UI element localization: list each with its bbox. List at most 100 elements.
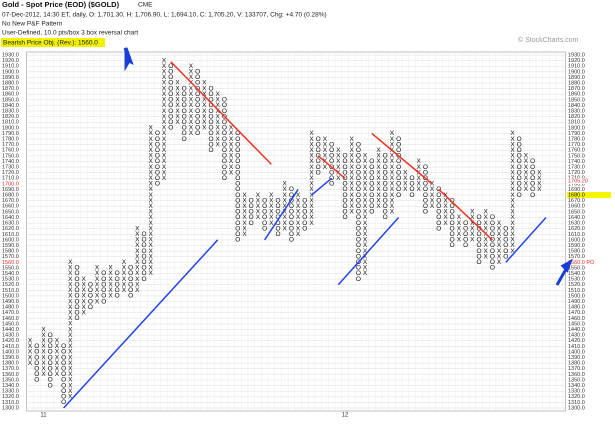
y-tick-label: 1660.0 (568, 204, 585, 210)
y-tick-label: 1760.0 (568, 148, 585, 154)
quote: 07-Dec-2012, 14:30 ET, daily, O: 1,701.3… (2, 12, 327, 19)
box-x: X (363, 197, 368, 204)
y-tick-label: 1490.0 (568, 299, 585, 305)
box-x: X (510, 186, 515, 193)
box-x: X (470, 214, 475, 221)
box-o: O (61, 371, 66, 378)
box-o: O (168, 74, 173, 81)
y-tick-label: 1530.0 (568, 277, 585, 283)
box-o: O (369, 181, 374, 188)
box-x: X (484, 225, 489, 232)
box-x: X (309, 186, 314, 193)
box-o: O (182, 97, 187, 104)
y-tick-label: 1450.0 (2, 321, 19, 327)
box-o: O (369, 164, 374, 171)
box-o: O (476, 225, 481, 232)
box-x: X (309, 175, 314, 182)
box-x: X (283, 225, 288, 232)
box-x: X (162, 147, 167, 154)
box-x: X (363, 237, 368, 244)
box-x: X (350, 192, 355, 199)
box-x: X (162, 80, 167, 87)
box-o: O (34, 365, 39, 372)
box-x: X (443, 197, 448, 204)
box-x: X (309, 158, 314, 165)
box-x: X (363, 220, 368, 227)
y-tick-label: 1880.0 (568, 80, 585, 86)
box-x: X (68, 360, 73, 367)
box-o: O (155, 164, 160, 171)
box-x: X (363, 214, 368, 221)
box-o: O (34, 371, 39, 378)
box-x: X (350, 164, 355, 171)
box-o: O (61, 394, 66, 401)
box-o: O (356, 197, 361, 204)
box-o: O (369, 175, 374, 182)
box-o: O (342, 175, 347, 182)
box-o: O (490, 225, 495, 232)
box-o: O (342, 214, 347, 221)
box-x: X (283, 192, 288, 199)
y-tick-label: 1400.0 (568, 349, 585, 355)
box-x: X (497, 225, 502, 232)
box-o: O (61, 382, 66, 389)
box-o: O (423, 192, 428, 199)
box-o: O (342, 197, 347, 204)
box-x: X (524, 158, 529, 165)
box-o: O (155, 181, 160, 188)
y-tick-label: 1790.0 (2, 131, 19, 137)
box-o: O (74, 287, 79, 294)
box-o: O (115, 281, 120, 288)
box-o: O (356, 214, 361, 221)
box-x: X (390, 181, 395, 188)
box-x: X (350, 209, 355, 216)
box-o: O (530, 175, 535, 182)
box-o: O (88, 293, 93, 300)
box-x: X (162, 91, 167, 98)
box-x: X (283, 181, 288, 188)
box-o: O (530, 158, 535, 165)
box-x: X (497, 259, 502, 266)
box-o: O (208, 85, 213, 92)
box-x: X (41, 326, 46, 333)
box-o: O (222, 119, 227, 126)
box-o: O (342, 153, 347, 160)
box-x: X (376, 147, 381, 154)
box-x: X (296, 214, 301, 221)
box-x: X (216, 113, 221, 120)
left-marker: 1560.0 (2, 260, 19, 266)
box-x: X (497, 242, 502, 249)
box-o: O (235, 169, 240, 176)
box-x: X (510, 175, 515, 182)
box-x: X (122, 265, 127, 272)
box-o: O (141, 231, 146, 238)
y-tick-label: 1850.0 (568, 97, 585, 103)
box-o: O (289, 220, 294, 227)
box-x: X (55, 343, 60, 350)
box-o: O (342, 186, 347, 193)
box-o: O (275, 203, 280, 210)
box-x: X (149, 209, 154, 216)
box-o: O (450, 231, 455, 238)
box-x: X (336, 175, 341, 182)
box-o: O (262, 214, 267, 221)
box-o: O (517, 153, 522, 160)
box-o: O (195, 69, 200, 76)
box-o: O (490, 242, 495, 249)
box-x: X (484, 214, 489, 221)
box-o: O (222, 125, 227, 132)
box-x: X (403, 181, 408, 188)
box-x: X (68, 270, 73, 277)
box-o: O (517, 136, 522, 143)
box-o: O (450, 242, 455, 249)
box-x: X (162, 136, 167, 143)
box-o: O (115, 287, 120, 294)
